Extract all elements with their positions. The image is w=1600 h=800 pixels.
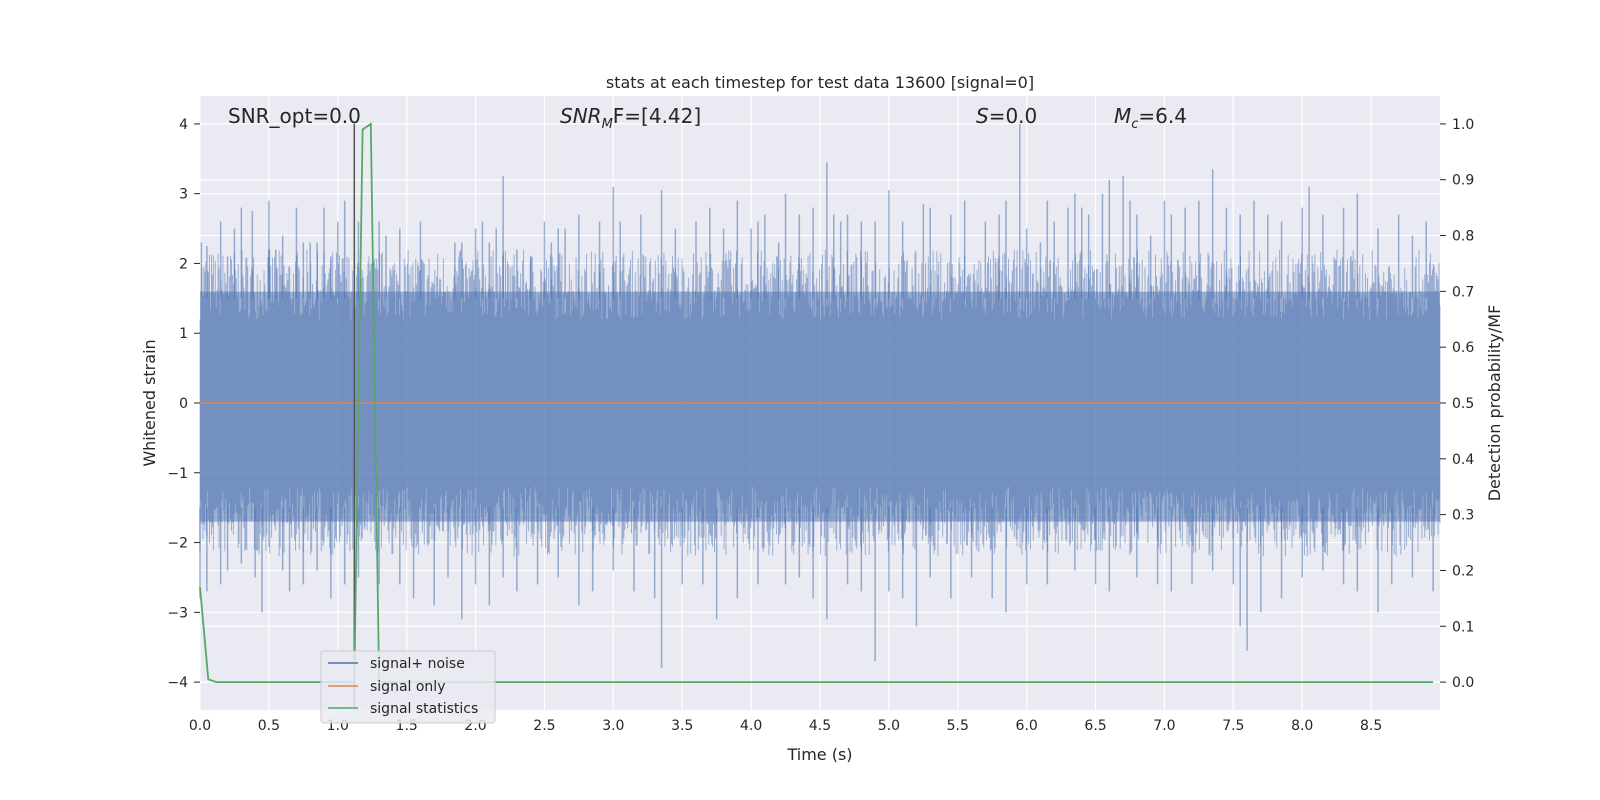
y-tick-label: −2 xyxy=(167,536,188,552)
y-tick-label: −3 xyxy=(167,605,188,621)
signal-only-series xyxy=(200,123,1440,710)
noise-trace xyxy=(199,249,1441,557)
legend-label-signal-only: signal only xyxy=(370,679,445,695)
chart-title: stats at each timestep for test data 136… xyxy=(606,73,1034,92)
y-axis-label: Whitened strain xyxy=(140,339,159,466)
y-tick-label: −4 xyxy=(167,675,188,691)
y-tick-label: 3 xyxy=(179,187,188,203)
y2-tick-label: 0.7 xyxy=(1452,284,1474,300)
signal-statistics-series xyxy=(199,122,1434,683)
y-tick-label: 0 xyxy=(179,396,188,412)
y2-tick-label: 0.1 xyxy=(1452,619,1474,635)
x-tick-label: 7.0 xyxy=(1153,718,1175,734)
x-tick-label: 3.5 xyxy=(671,718,693,734)
y2-tick-label: 0.5 xyxy=(1452,396,1474,412)
y2-tick-label: 0.2 xyxy=(1452,563,1474,579)
y-tick-label: 2 xyxy=(179,256,188,272)
y-tick-label: 1 xyxy=(179,326,188,342)
signal-noise-series xyxy=(199,123,1441,669)
signal-statistics-line xyxy=(199,122,1434,683)
y2-axis-label: Detection probability/MF xyxy=(1485,305,1504,502)
x-tick-label: 5.5 xyxy=(947,718,969,734)
annotation-snr-opt: SNR_opt=0.0 xyxy=(228,104,361,128)
y-tick-label: −1 xyxy=(167,466,188,482)
x-tick-label: 2.5 xyxy=(533,718,555,734)
x-tick-label: 6.5 xyxy=(1084,718,1106,734)
x-tick-label: 3.0 xyxy=(602,718,624,734)
y2-tick-label: 1.0 xyxy=(1452,117,1474,133)
x-tick-label: 0.5 xyxy=(258,718,280,734)
legend: signal+ noise signal only signal statist… xyxy=(320,650,496,724)
y2-tick-label: 0.0 xyxy=(1452,675,1474,691)
x-tick-label: 7.5 xyxy=(1222,718,1244,734)
legend-label-signal-statistics: signal statistics xyxy=(370,701,478,717)
y-axis-ticks: 4 3 2 1 0 −1 −2 −3 −4 xyxy=(167,117,200,691)
x-tick-label: 4.5 xyxy=(809,718,831,734)
y2-tick-label: 0.9 xyxy=(1452,173,1474,189)
legend-label-signal-noise: signal+ noise xyxy=(370,656,465,672)
x-tick-label: 8.5 xyxy=(1360,718,1382,734)
y-tick-label: 4 xyxy=(179,117,188,133)
x-tick-label: 5.0 xyxy=(878,718,900,734)
annotation-mc: Mc=6.4 xyxy=(1114,104,1187,132)
x-tick-label: 4.0 xyxy=(740,718,762,734)
annotation-snr-mf: SNRMF=[4.42] xyxy=(560,104,701,132)
y2-tick-label: 0.3 xyxy=(1452,508,1474,524)
annotation-s: S=0.0 xyxy=(976,104,1037,128)
x-tick-label: 8.0 xyxy=(1291,718,1313,734)
y2-axis-ticks: 1.0 0.9 0.8 0.7 0.6 0.5 0.4 0.3 0.2 0.1 0.0 xyxy=(1440,117,1474,691)
legend-box xyxy=(320,650,496,724)
x-axis-ticks: 0.0 0.5 1.0 1.5 2.0 2.5 3.0 3.5 4.0 4.5 5.0 5.5 6.0 6… xyxy=(189,718,1382,734)
y2-tick-label: 0.4 xyxy=(1452,452,1474,468)
x-axis-label: Time (s) xyxy=(786,745,852,764)
y2-tick-label: 0.6 xyxy=(1452,340,1474,356)
x-tick-label: 0.0 xyxy=(189,718,211,734)
x-tick-label: 6.0 xyxy=(1016,718,1038,734)
y2-tick-label: 0.8 xyxy=(1452,229,1474,245)
